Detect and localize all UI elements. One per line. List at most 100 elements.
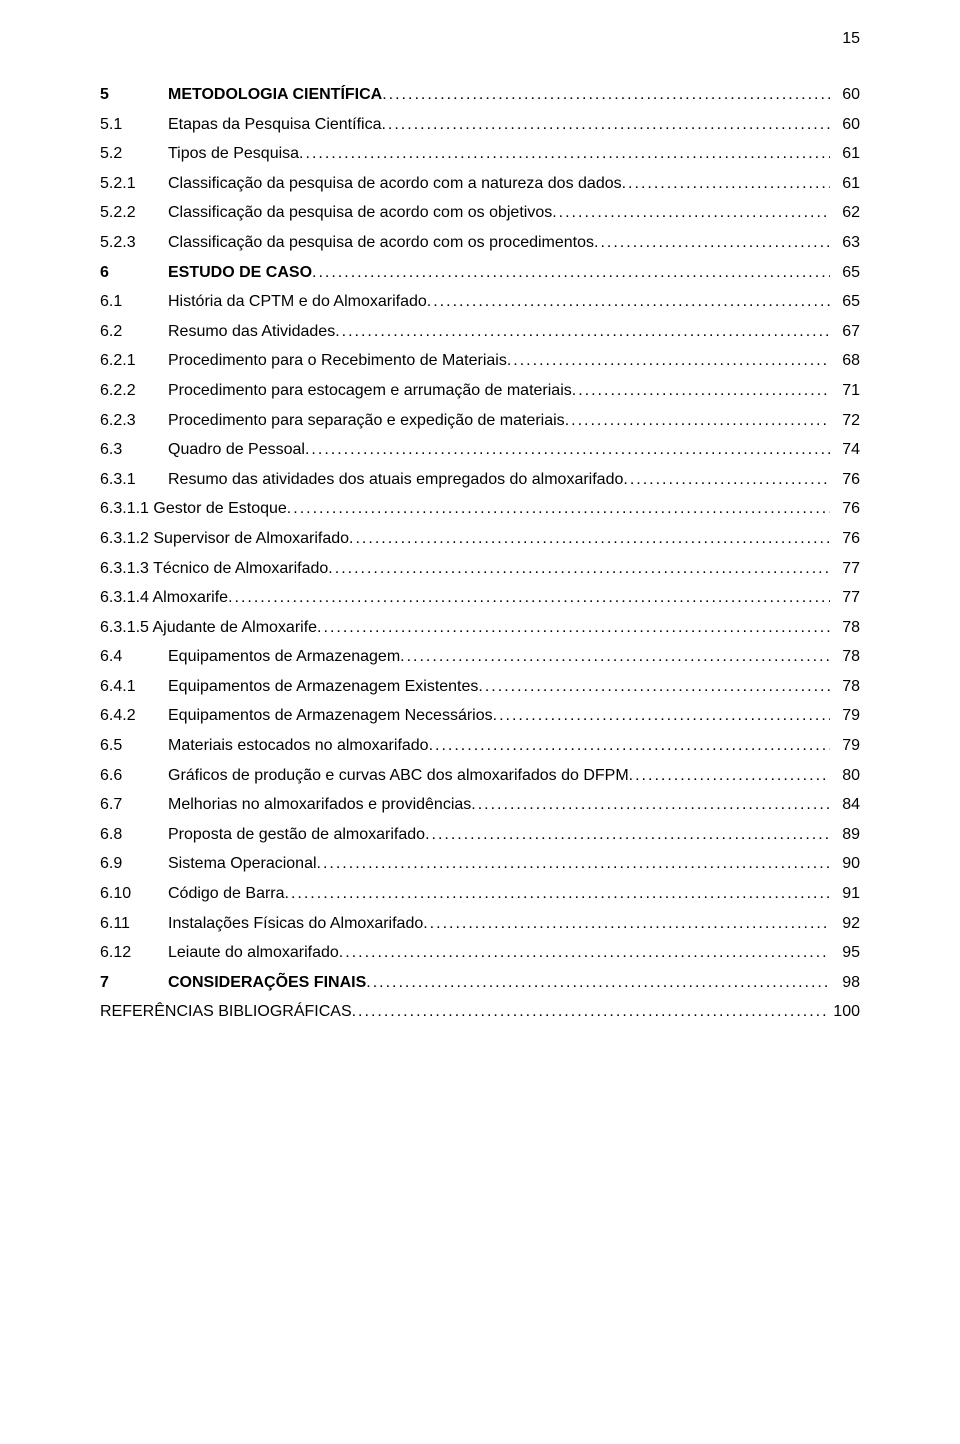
toc-leader-dots	[478, 672, 830, 702]
toc-leader-dots	[317, 849, 830, 879]
toc-leader-dots	[382, 80, 830, 110]
toc-entry-number: 5.2.3	[100, 228, 168, 258]
toc-entry-page: 76	[830, 465, 860, 495]
toc-row: 5METODOLOGIA CIENTÍFICA60	[100, 80, 860, 110]
toc-row: 6.4.1Equipamentos de Armazenagem Existen…	[100, 672, 860, 702]
toc-entry-number: 5	[100, 80, 168, 110]
toc-entry-page: 91	[830, 879, 860, 909]
toc-entry-page: 63	[830, 228, 860, 258]
toc-leader-dots	[285, 879, 830, 909]
toc-entry-page: 95	[830, 938, 860, 968]
toc-row: 5.1Etapas da Pesquisa Científica60	[100, 110, 860, 140]
toc-leader-dots	[299, 139, 830, 169]
toc-leader-dots	[425, 820, 830, 850]
toc-entry-page: 78	[830, 642, 860, 672]
toc-entry-label: 6.3.1.4 Almoxarife	[100, 583, 228, 613]
toc-leader-dots	[352, 997, 830, 1027]
toc-row: 6.5Materiais estocados no almoxarifado 79	[100, 731, 860, 761]
toc-entry-page: 100	[829, 997, 860, 1027]
toc-entry-page: 98	[830, 968, 860, 998]
toc-row: REFERÊNCIAS BIBLIOGRÁFICAS 100	[100, 997, 860, 1027]
toc-entry-label: Classificação da pesquisa de acordo com …	[168, 169, 622, 199]
toc-entry-number: 6.7	[100, 790, 168, 820]
toc-entry-label: História da CPTM e do Almoxarifado	[168, 287, 427, 317]
toc-row: 6.10Código de Barra 91	[100, 879, 860, 909]
toc-entry-label: Instalações Físicas do Almoxarifado	[168, 909, 423, 939]
toc-entry-number: 6.6	[100, 761, 168, 791]
toc-row: 6.3.1.1 Gestor de Estoque 76	[100, 494, 860, 524]
toc-leader-dots	[507, 346, 830, 376]
table-of-contents: 5METODOLOGIA CIENTÍFICA605.1Etapas da Pe…	[100, 80, 860, 1027]
toc-row: 5.2.1Classificação da pesquisa de acordo…	[100, 169, 860, 199]
toc-leader-dots	[622, 169, 830, 199]
toc-leader-dots	[305, 435, 830, 465]
toc-row: 5.2Tipos de Pesquisa61	[100, 139, 860, 169]
toc-entry-page: 84	[830, 790, 860, 820]
toc-entry-number: 6.5	[100, 731, 168, 761]
toc-leader-dots	[429, 731, 830, 761]
toc-leader-dots	[572, 376, 830, 406]
toc-entry-number: 6.8	[100, 820, 168, 850]
toc-entry-page: 78	[830, 613, 860, 643]
toc-entry-number: 5.2.2	[100, 198, 168, 228]
page-number: 15	[842, 30, 860, 48]
toc-entry-label: 6.3.1.1 Gestor de Estoque	[100, 494, 287, 524]
toc-row: 6.1História da CPTM e do Almoxarifado 65	[100, 287, 860, 317]
toc-row: 6.4Equipamentos de Armazenagem78	[100, 642, 860, 672]
toc-entry-label: Procedimento para separação e expedição …	[168, 406, 565, 436]
toc-leader-dots	[565, 406, 830, 436]
toc-entry-page: 74	[830, 435, 860, 465]
toc-entry-label: Quadro de Pessoal	[168, 435, 305, 465]
toc-row: 6.3.1.4 Almoxarife 77	[100, 583, 860, 613]
toc-row: 5.2.3Classificação da pesquisa de acordo…	[100, 228, 860, 258]
toc-entry-page: 72	[830, 406, 860, 436]
toc-leader-dots	[339, 938, 830, 968]
toc-row: 5.2.2Classificação da pesquisa de acordo…	[100, 198, 860, 228]
toc-row: 6.11Instalações Físicas do Almoxarifado9…	[100, 909, 860, 939]
toc-entry-label: Equipamentos de Armazenagem Existentes	[168, 672, 478, 702]
toc-row: 6.3.1Resumo das atividades dos atuais em…	[100, 465, 860, 495]
toc-entry-label: REFERÊNCIAS BIBLIOGRÁFICAS	[100, 997, 352, 1027]
toc-leader-dots	[366, 968, 830, 998]
toc-entry-label: Código de Barra	[168, 879, 285, 909]
toc-leader-dots	[552, 198, 830, 228]
toc-row: 6.3Quadro de Pessoal 74	[100, 435, 860, 465]
toc-leader-dots	[400, 642, 830, 672]
toc-leader-dots	[349, 524, 830, 554]
toc-entry-label: ESTUDO DE CASO	[168, 258, 312, 288]
toc-entry-number: 5.2.1	[100, 169, 168, 199]
toc-entry-label: Tipos de Pesquisa	[168, 139, 299, 169]
toc-entry-label: Procedimento para estocagem e arrumação …	[168, 376, 572, 406]
toc-row: 6.9Sistema Operacional90	[100, 849, 860, 879]
toc-entry-number: 6.10	[100, 879, 168, 909]
toc-leader-dots	[594, 228, 830, 258]
toc-entry-label: Classificação da pesquisa de acordo com …	[168, 228, 594, 258]
toc-row: 6.8Proposta de gestão de almoxarifado89	[100, 820, 860, 850]
toc-leader-dots	[629, 761, 830, 791]
toc-entry-number: 6.3	[100, 435, 168, 465]
toc-entry-number: 6	[100, 258, 168, 288]
toc-entry-number: 6.9	[100, 849, 168, 879]
toc-entry-page: 61	[830, 169, 860, 199]
toc-leader-dots	[335, 317, 830, 347]
toc-entry-page: 79	[830, 731, 860, 761]
toc-entry-label: METODOLOGIA CIENTÍFICA	[168, 80, 382, 110]
toc-entry-page: 65	[830, 287, 860, 317]
toc-entry-number: 6.2.1	[100, 346, 168, 376]
toc-entry-label: Proposta de gestão de almoxarifado	[168, 820, 425, 850]
toc-entry-label: Resumo das atividades dos atuais emprega…	[168, 465, 623, 495]
toc-entry-page: 90	[830, 849, 860, 879]
toc-entry-page: 68	[830, 346, 860, 376]
toc-entry-page: 76	[830, 524, 860, 554]
toc-entry-label: Equipamentos de Armazenagem Necessários	[168, 701, 493, 731]
toc-entry-page: 65	[830, 258, 860, 288]
toc-entry-number: 6.2.3	[100, 406, 168, 436]
toc-leader-dots	[623, 465, 830, 495]
toc-entry-label: Materiais estocados no almoxarifado	[168, 731, 429, 761]
toc-entry-number: 6.1	[100, 287, 168, 317]
toc-entry-page: 77	[830, 583, 860, 613]
toc-entry-page: 76	[830, 494, 860, 524]
toc-row: 6.2.2Procedimento para estocagem e arrum…	[100, 376, 860, 406]
toc-entry-label: Melhorias no almoxarifados e providência…	[168, 790, 471, 820]
toc-entry-number: 5.2	[100, 139, 168, 169]
